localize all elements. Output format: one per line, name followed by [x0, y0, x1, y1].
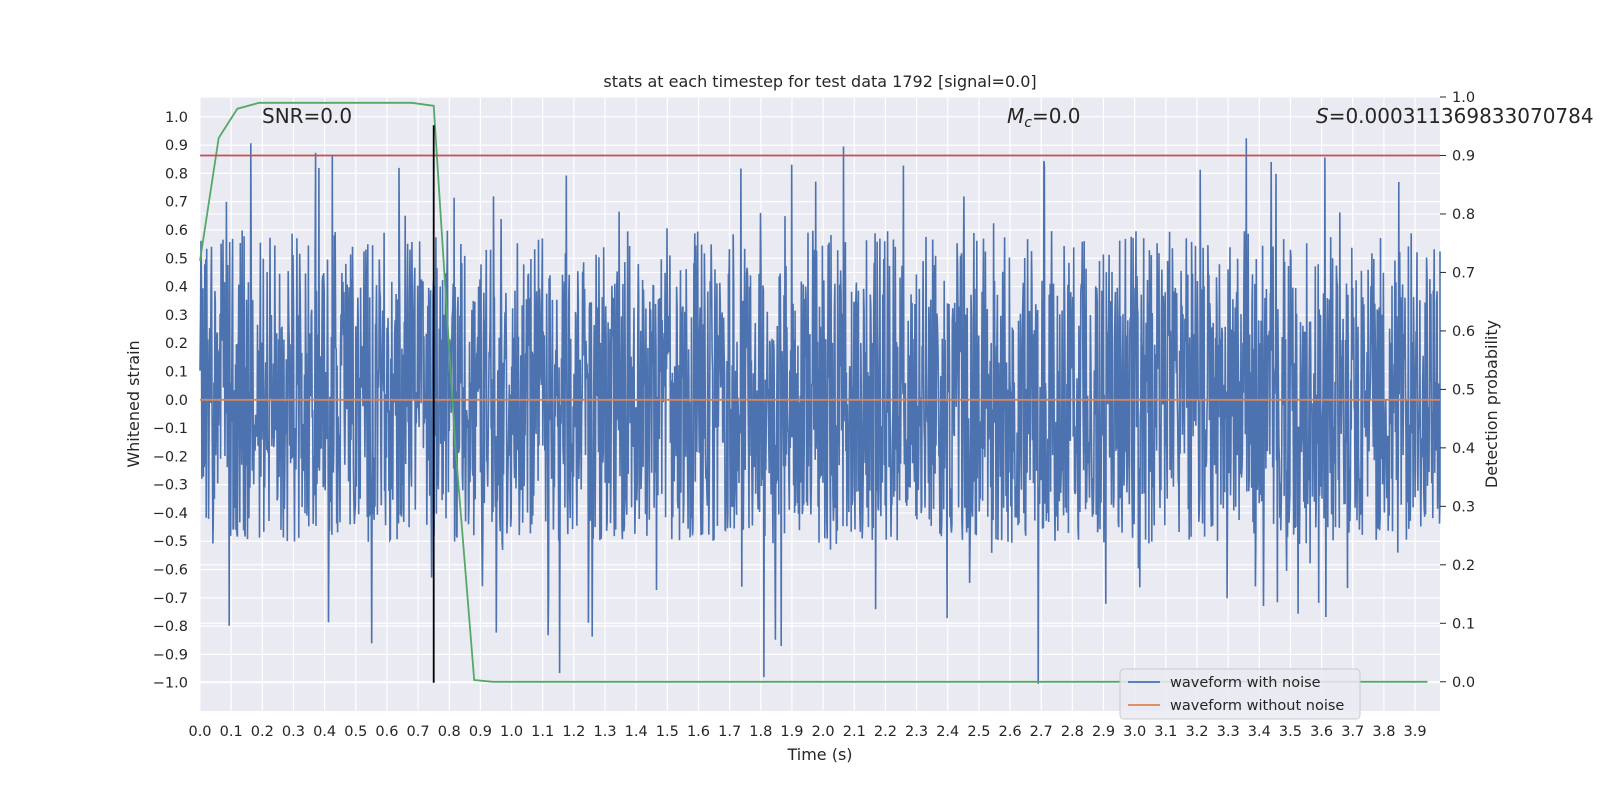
- legend-box: [1119, 668, 1361, 720]
- x-tick-label: 1.1: [531, 724, 554, 740]
- y-tick-label: −0.5: [153, 534, 188, 550]
- x-tick-label: 3.0: [1123, 724, 1146, 740]
- x-axis-label: Time (s): [786, 745, 852, 764]
- y-tick-label: 0.8: [165, 166, 188, 182]
- series-waveform-with-noise: [199, 138, 1441, 684]
- y-axis-label: Whitened strain: [124, 340, 143, 467]
- x-tick-label: 3.5: [1279, 724, 1302, 740]
- y-tick-label: 0.1: [165, 364, 188, 380]
- x-tick-label: 3.3: [1217, 724, 1240, 740]
- x-tick-label: 0.4: [313, 724, 336, 740]
- legend: waveform with noise waveform without noi…: [1119, 668, 1361, 720]
- y2-tick-label: 0.8: [1452, 207, 1475, 223]
- y2-tick-label: 0.5: [1452, 382, 1475, 398]
- series-detection-probability-line: [199, 101, 1428, 683]
- s-value: =0.000311369833070784: [1329, 104, 1594, 128]
- x-tick-label: 2.4: [936, 724, 959, 740]
- mc-symbol: M: [1007, 104, 1024, 128]
- y-tick-label: −1.0: [153, 676, 188, 692]
- mc-value: =0.0: [1032, 104, 1081, 128]
- y-tick-label: −0.6: [153, 563, 188, 579]
- y-tick-label: 0.7: [165, 195, 188, 211]
- x-tick-label: 2.5: [967, 724, 990, 740]
- x-tick-label: 0.9: [469, 724, 492, 740]
- y-tick-label: 0.3: [165, 308, 188, 324]
- y-tick-label: 1.0: [165, 110, 188, 126]
- x-tick-label: 0.8: [438, 724, 461, 740]
- x-tick-label: 0.5: [344, 724, 367, 740]
- x-tick-label: 1.8: [749, 724, 772, 740]
- series-layer: [199, 101, 1440, 683]
- x-tick-label: 2.3: [905, 724, 928, 740]
- x-tick-label: 1.5: [656, 724, 679, 740]
- x-tick-label: 3.4: [1248, 724, 1271, 740]
- x-tick-label: 3.2: [1185, 724, 1208, 740]
- y-tick-label: −0.7: [153, 591, 188, 607]
- y-tick-label: 0.0: [165, 393, 188, 409]
- x-tick-label: 2.0: [812, 724, 835, 740]
- x-tick-label: 2.2: [874, 724, 897, 740]
- x-tick-label: 1.7: [718, 724, 741, 740]
- x-tick-label: 3.9: [1404, 724, 1427, 740]
- x-tick-label: 2.6: [999, 724, 1022, 740]
- y-tick-label: −0.4: [153, 506, 188, 522]
- x-tick-label: 2.8: [1061, 724, 1084, 740]
- y2-tick-label: 0.2: [1452, 558, 1475, 574]
- y-tick-label: −0.1: [153, 421, 188, 437]
- x-tick-label: 0.0: [188, 724, 211, 740]
- y-tick-label: −0.3: [153, 478, 188, 494]
- y-tick-label: 0.5: [165, 251, 188, 267]
- x-tick-label: 1.2: [562, 724, 585, 740]
- x-tick-label: 0.1: [220, 724, 243, 740]
- x-tick-label: 1.9: [780, 724, 803, 740]
- y2-tick-label: 0.0: [1452, 675, 1475, 691]
- x-tick-label: 3.8: [1372, 724, 1395, 740]
- x-tick-label: 1.3: [593, 724, 616, 740]
- x-tick-label: 2.9: [1092, 724, 1115, 740]
- y2-tick-label: 0.6: [1452, 324, 1475, 340]
- snr-annotation: SNR=0.0: [262, 104, 352, 128]
- x-tick-label: 2.1: [843, 724, 866, 740]
- x-tick-label: 1.0: [500, 724, 523, 740]
- y-tick-label: −0.9: [153, 647, 188, 663]
- x-tick-label: 0.3: [282, 724, 305, 740]
- x-tick-label: 3.1: [1154, 724, 1177, 740]
- y2-tick-label: 0.9: [1452, 148, 1475, 164]
- y2-tick-label: 0.3: [1452, 499, 1475, 515]
- y-tick-label: 0.9: [165, 138, 188, 154]
- axes: 0.0 0.1 0.2 0.3 0.4 0.5 0.6 0.7 0.8 0.9 1.0 1.1 1.2 1…: [153, 90, 1475, 740]
- x-tick-label: 1.4: [625, 724, 648, 740]
- x-tick-label: 1.6: [687, 724, 710, 740]
- y2-tick-label: 0.7: [1452, 265, 1475, 281]
- y2-axis-label: Detection probability: [1482, 320, 1501, 488]
- y-tick-label: 0.2: [165, 336, 188, 352]
- y2-tick-label: 1.0: [1452, 90, 1475, 106]
- y2-tick-label: 0.1: [1452, 616, 1475, 632]
- s-annotation: S=0.000311369833070784: [1316, 104, 1594, 128]
- y-tick-label: −0.8: [153, 619, 188, 635]
- y-tick-label: 0.6: [165, 223, 188, 239]
- s-symbol: S: [1316, 104, 1329, 128]
- legend-entry-waveform-with-noise: waveform with noise: [1170, 675, 1321, 691]
- y2-tick-label: 0.4: [1452, 441, 1475, 457]
- y-tick-label: −0.2: [153, 449, 188, 465]
- waveform-with-noise-line: [199, 138, 1441, 684]
- x-tick-label: 2.7: [1030, 724, 1053, 740]
- x-tick-label: 3.7: [1341, 724, 1364, 740]
- x-tick-label: 3.6: [1310, 724, 1333, 740]
- legend-entry-waveform-without-noise: waveform without noise: [1170, 698, 1344, 714]
- chart-title: stats at each timestep for test data 179…: [603, 72, 1036, 91]
- mc-annotation: Mc=0.0: [1007, 104, 1081, 131]
- y-tick-label: 0.4: [165, 280, 188, 296]
- mc-subscript: c: [1024, 115, 1032, 131]
- x-tick-label: 0.2: [251, 724, 274, 740]
- x-tick-label: 0.7: [407, 724, 430, 740]
- x-tick-label: 0.6: [375, 724, 398, 740]
